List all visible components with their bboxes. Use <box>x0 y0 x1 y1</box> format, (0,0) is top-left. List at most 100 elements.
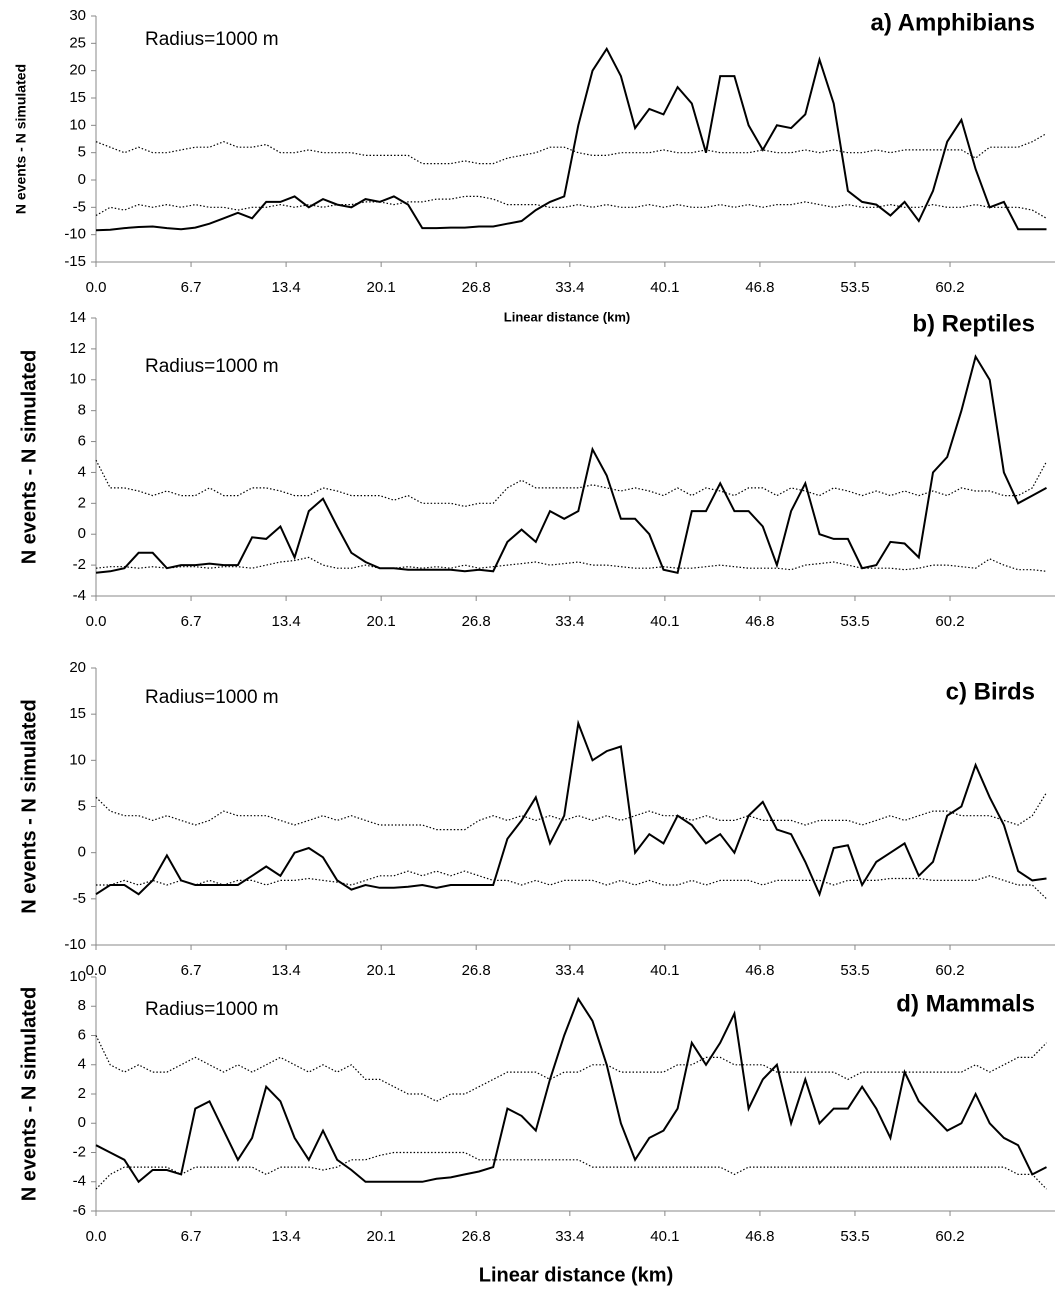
y-tick-label: -2 <box>73 556 86 573</box>
y-tick-label: 8 <box>78 402 86 419</box>
x-tick-label: 0.0 <box>86 962 107 979</box>
y-tick-label: 10 <box>69 751 86 768</box>
observed-line <box>95 46 1047 232</box>
y-tick-label: -2 <box>73 1143 86 1160</box>
y-tick-label: 2 <box>78 1085 86 1102</box>
annotation: Radius=1000 m <box>145 356 279 377</box>
x-tick-label: 26.8 <box>462 279 491 296</box>
x-tick-label: 13.4 <box>271 279 300 296</box>
x-tick-label: 0.0 <box>86 279 107 296</box>
chart-title: d) Mammals <box>896 990 1035 1017</box>
observed-line <box>95 996 1047 1184</box>
x-tick-label: 20.1 <box>367 613 396 630</box>
x-tick-label: 26.8 <box>462 1228 491 1245</box>
x-tick-label: 53.5 <box>840 613 869 630</box>
x-tick-label: 33.4 <box>555 279 584 296</box>
y-tick-label: 20 <box>69 62 86 79</box>
annotation: Radius=1000 m <box>145 999 279 1020</box>
envelope-line <box>95 1035 1047 1102</box>
y-tick-label: -10 <box>64 226 86 243</box>
y-tick-label: -4 <box>73 587 86 604</box>
x-tick-label: 40.1 <box>650 962 679 979</box>
y-tick-label: 10 <box>69 116 86 133</box>
x-axis-label: Linear distance (km) <box>504 309 630 324</box>
y-axis-label: N events - N simulated <box>13 64 29 214</box>
x-tick-label: 6.7 <box>181 962 202 979</box>
x-tick-label: 6.7 <box>181 279 202 296</box>
x-tick-label: 33.4 <box>555 962 584 979</box>
x-tick-label: 40.1 <box>650 279 679 296</box>
x-tick-label: 60.2 <box>935 279 964 296</box>
y-tick-label: 14 <box>69 309 86 326</box>
y-tick-label: 0 <box>78 844 86 861</box>
y-tick-label: 6 <box>78 433 86 450</box>
envelope-line <box>95 195 1047 219</box>
y-tick-label: 4 <box>78 1056 86 1073</box>
chart-title: b) Reptiles <box>912 310 1035 337</box>
y-tick-label: -4 <box>73 1173 86 1190</box>
y-axis-label: N events - N simulated <box>18 987 40 1202</box>
envelope-line <box>95 459 1048 508</box>
x-tick-label: 13.4 <box>271 962 300 979</box>
y-tick-label: 2 <box>78 494 86 511</box>
observed-line <box>95 719 1047 898</box>
x-tick-label: 46.8 <box>745 962 774 979</box>
x-tick-label: 53.5 <box>840 1228 869 1245</box>
x-tick-label: 20.1 <box>367 279 396 296</box>
x-tick-label: 46.8 <box>745 279 774 296</box>
x-tick-label: 33.4 <box>555 613 584 630</box>
y-tick-label: 10 <box>69 371 86 388</box>
x-tick-label: 6.7 <box>181 1228 202 1245</box>
y-tick-label: 5 <box>78 797 86 814</box>
y-tick-label: 0 <box>78 171 86 188</box>
x-tick-label: 40.1 <box>650 613 679 630</box>
annotation: Radius=1000 m <box>145 29 279 50</box>
x-tick-label: 20.1 <box>367 962 396 979</box>
envelope-line <box>95 132 1047 165</box>
x-tick-label: 53.5 <box>840 962 869 979</box>
y-tick-label: 0 <box>78 525 86 542</box>
y-axis-label: N events - N simulated <box>18 350 40 565</box>
y-tick-label: 20 <box>69 659 86 676</box>
y-tick-label: 0 <box>78 1114 86 1131</box>
y-tick-label: -5 <box>73 198 86 215</box>
y-tick-label: 10 <box>69 968 86 985</box>
y-tick-label: -10 <box>64 936 86 953</box>
y-tick-label: -6 <box>73 1202 86 1219</box>
x-tick-label: 60.2 <box>935 962 964 979</box>
y-tick-label: 5 <box>78 144 86 161</box>
x-tick-label: 40.1 <box>650 1228 679 1245</box>
y-axis-label: N events - N simulated <box>18 699 40 914</box>
y-tick-label: 15 <box>69 89 86 106</box>
x-tick-label: 46.8 <box>745 1228 774 1245</box>
x-tick-label: 26.8 <box>462 613 491 630</box>
x-tick-label: 13.4 <box>271 613 300 630</box>
annotation: Radius=1000 m <box>145 687 279 708</box>
x-tick-label: 0.0 <box>86 1228 107 1245</box>
x-tick-label: 53.5 <box>840 279 869 296</box>
y-tick-label: 6 <box>78 1026 86 1043</box>
envelope-line <box>95 792 1048 831</box>
x-tick-label: 60.2 <box>935 1228 964 1245</box>
y-tick-label: 4 <box>78 463 86 480</box>
y-tick-label: 15 <box>69 705 86 722</box>
y-tick-label: -5 <box>73 890 86 907</box>
x-tick-label: 60.2 <box>935 613 964 630</box>
x-tick-label: 26.8 <box>462 962 491 979</box>
y-tick-label: 25 <box>69 34 86 51</box>
y-tick-label: 12 <box>69 340 86 357</box>
x-tick-label: 20.1 <box>367 1228 396 1245</box>
x-tick-label: 46.8 <box>745 613 774 630</box>
y-tick-label: 30 <box>69 7 86 24</box>
x-tick-label: 0.0 <box>86 613 107 630</box>
x-tick-label: 33.4 <box>555 1228 584 1245</box>
x-axis-label: Linear distance (km) <box>479 1264 674 1286</box>
envelope-line <box>96 870 1047 900</box>
observed-line <box>95 354 1047 574</box>
chart-title: a) Amphibians <box>871 9 1035 36</box>
x-tick-label: 13.4 <box>271 1228 300 1245</box>
x-tick-label: 6.7 <box>181 613 202 630</box>
chart-title: c) Birds <box>946 678 1035 705</box>
y-tick-label: -15 <box>64 253 86 270</box>
